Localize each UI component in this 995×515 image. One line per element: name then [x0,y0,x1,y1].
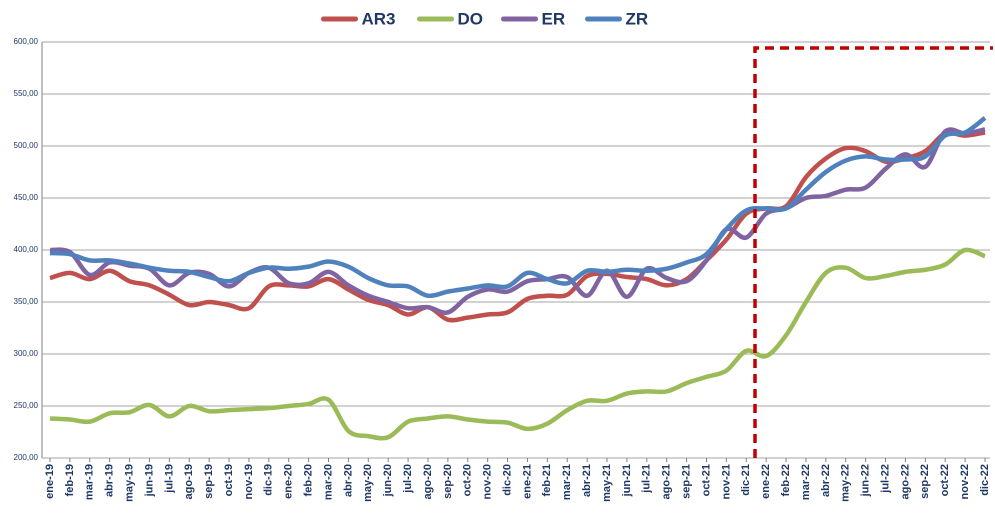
x-tick-label: jun-20 [382,464,394,497]
x-tick-label: ene-19 [44,464,56,499]
x-tick-label: sep-20 [442,464,454,499]
x-tick-label: may-21 [601,464,613,502]
x-tick-label: ene-22 [760,464,772,499]
highlight-box [753,46,993,458]
x-tick-label: mar-21 [561,464,573,500]
x-tick-label: sep-21 [681,464,693,499]
legend-label: ER [542,9,566,28]
legend-label: AR3 [362,9,396,28]
x-tick-label: abr-20 [342,464,354,497]
x-tick-label: jul-21 [641,464,653,494]
x-tick-label: feb-21 [541,464,553,496]
y-tick-label: 600,00 [14,37,39,46]
x-tick-label: ene-20 [283,464,295,499]
x-tick-label: abr-19 [104,464,116,497]
x-tick-label: may-19 [123,464,135,502]
x-tick-label: mar-19 [84,464,96,500]
x-tick-label: dic-21 [740,464,752,496]
x-tick-label: jul-19 [163,464,175,494]
x-tick-label: nov-22 [959,464,971,499]
x-tick-label: ago-22 [899,464,911,499]
x-tick-label: mar-20 [322,464,334,500]
y-tick-label: 500,00 [14,141,39,150]
x-tick-label: feb-22 [780,464,792,496]
y-tick-label: 300,00 [14,349,39,358]
x-tick-label: sep-19 [203,464,215,499]
x-tick-label: jun-22 [860,464,872,497]
x-tick-label: jul-22 [879,464,891,494]
series-line [49,130,986,323]
x-tick-label: abr-21 [581,464,593,497]
series-line [49,247,986,441]
y-tick-label: 400,00 [14,245,39,254]
x-tick-label: abr-22 [820,464,832,497]
x-tick-label: oct-22 [939,464,951,496]
x-tick-label: jun-21 [621,464,633,497]
x-tick-label: oct-21 [700,464,712,496]
x-tick-label: mar-22 [800,464,812,500]
x-tick-label: dic-22 [979,464,991,496]
legend-label: DO [458,9,484,28]
x-tick-label: ago-20 [422,464,434,499]
y-tick-label: 200,00 [14,453,39,462]
x-tick-label: may-22 [840,464,852,502]
x-tick-label: dic-20 [501,464,513,496]
x-tick-label: feb-20 [303,464,315,496]
series-line [49,127,986,315]
y-tick-label: 250,00 [14,401,39,410]
x-tick-label: oct-20 [462,464,474,496]
x-tick-label: dic-19 [263,464,275,496]
x-tick-label: ene-21 [521,464,533,499]
x-tick-label: ago-21 [661,464,673,499]
y-tick-label: 350,00 [14,297,39,306]
y-tick-label: 550,00 [14,89,39,98]
y-tick-label: 450,00 [14,193,39,202]
lines [49,116,987,441]
x-tick-label: jun-19 [143,464,155,497]
x-tick-label: ago-19 [183,464,195,499]
series-line [49,116,987,299]
x-tick-label: nov-20 [482,464,494,499]
x-tick-label: may-20 [362,464,374,502]
x-tick-label: nov-21 [720,464,732,499]
x-tick-label: nov-19 [243,464,255,499]
legend-label: ZR [626,9,649,28]
x-tick-label: oct-19 [223,464,235,496]
x-tick-label: sep-22 [919,464,931,499]
x-tick-label: jul-20 [402,464,414,494]
x-tick-label: feb-19 [64,464,76,496]
